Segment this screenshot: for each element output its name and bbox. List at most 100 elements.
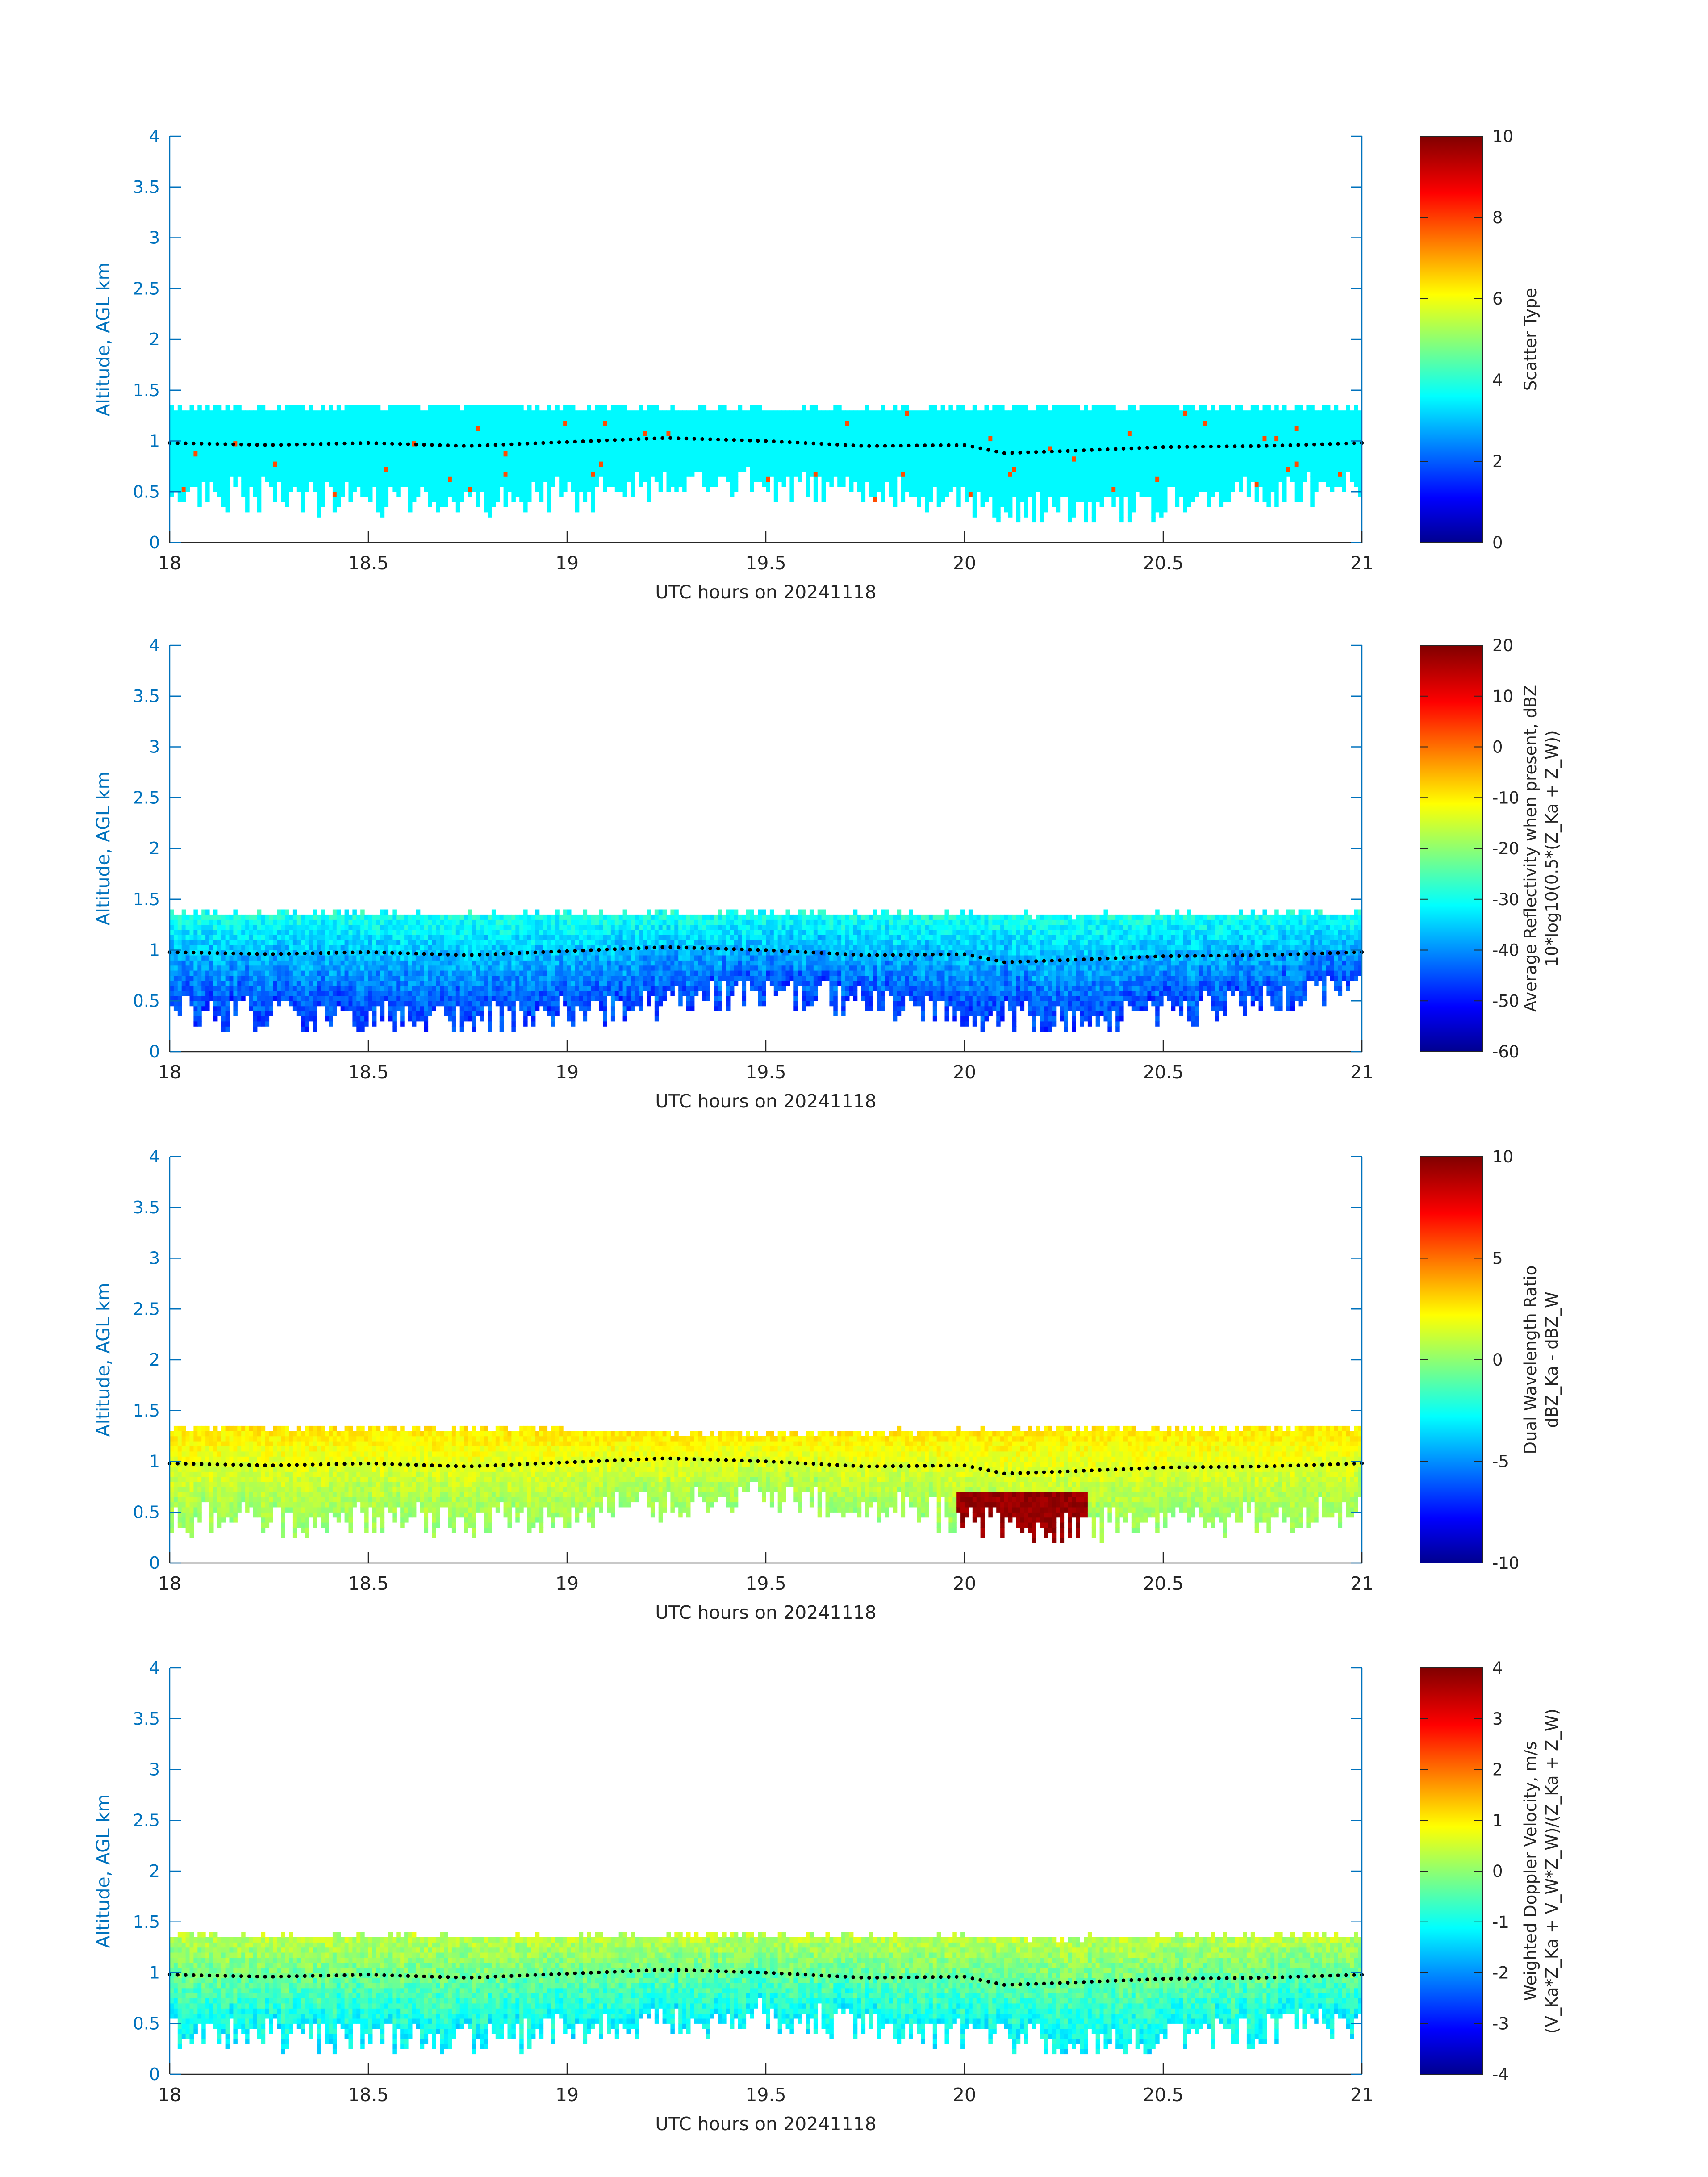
- heatmap-cell: [937, 436, 941, 441]
- heatmap-cell: [718, 466, 722, 472]
- heatmap-cell: [1144, 405, 1148, 411]
- heatmap-cell: [1270, 431, 1275, 436]
- heatmap-cell: [253, 431, 258, 436]
- heatmap-cell: [333, 416, 337, 421]
- heatmap-cell: [547, 405, 552, 411]
- heatmap-cell: [368, 405, 373, 411]
- heatmap-cell: [901, 461, 906, 467]
- heatmap-cell: [631, 416, 635, 421]
- heatmap-cell: [810, 436, 814, 441]
- heatmap-cell: [1183, 497, 1188, 502]
- heatmap-cell: [527, 451, 532, 456]
- heatmap-cell: [527, 456, 532, 462]
- heatmap-cell: [1128, 405, 1132, 411]
- heatmap-cell: [396, 487, 401, 492]
- heatmap-cell: [186, 461, 190, 467]
- heatmap-cell: [766, 482, 770, 487]
- heatmap-cell: [480, 487, 484, 492]
- heatmap-cell: [1068, 507, 1072, 512]
- heatmap-cell: [178, 416, 182, 421]
- heatmap-cell: [1016, 431, 1021, 436]
- heatmap-cell: [750, 446, 754, 451]
- heatmap-cell: [1235, 416, 1239, 421]
- heatmap-cell: [1195, 487, 1199, 492]
- heatmap-cell: [226, 507, 230, 512]
- heatmap-cell: [793, 421, 798, 426]
- heatmap-cell: [190, 436, 194, 441]
- heatmap-cell: [651, 416, 655, 421]
- heatmap-cell: [511, 482, 516, 487]
- heatmap-cell: [941, 426, 945, 431]
- heatmap-cell: [237, 456, 242, 462]
- heatmap-cell: [591, 456, 595, 462]
- heatmap-cell: [917, 482, 921, 487]
- heatmap-cell: [539, 410, 544, 416]
- heatmap-cell: [1199, 466, 1203, 472]
- heatmap-cell: [412, 416, 417, 421]
- heatmap-cell: [802, 456, 806, 462]
- heatmap-cell: [221, 476, 226, 482]
- heatmap-cell: [631, 451, 635, 456]
- heatmap-cell: [659, 451, 663, 456]
- heatmap-cell: [476, 426, 480, 431]
- heatmap-cell: [531, 461, 536, 467]
- heatmap-cell: [305, 421, 309, 426]
- heatmap-cell: [468, 466, 472, 472]
- heatmap-cell: [1068, 476, 1072, 482]
- heatmap-cell: [504, 431, 508, 436]
- heatmap-cell: [1203, 451, 1207, 456]
- heatmap-cell: [472, 466, 476, 472]
- heatmap-cell: [611, 431, 615, 436]
- heatmap-cell: [758, 461, 762, 467]
- heatmap-cell: [193, 472, 198, 477]
- heatmap-cell: [905, 451, 910, 456]
- heatmap-cell: [730, 416, 735, 421]
- heatmap-cell: [535, 461, 540, 467]
- heatmap-cell: [515, 476, 520, 482]
- heatmap-cell: [806, 436, 810, 441]
- heatmap-cell: [269, 410, 274, 416]
- heatmap-cell: [1203, 410, 1207, 416]
- heatmap-cell: [647, 466, 651, 472]
- heatmap-cell: [1259, 472, 1263, 477]
- heatmap-cell: [1247, 472, 1251, 477]
- heatmap-cell: [384, 482, 389, 487]
- heatmap-cell: [1263, 426, 1267, 431]
- heatmap-cell: [706, 472, 711, 477]
- heatmap-cell: [992, 410, 997, 416]
- heatmap-cell: [611, 405, 615, 411]
- heatmap-cell: [826, 476, 830, 482]
- heatmap-cell: [952, 466, 957, 472]
- heatmap-cell: [193, 431, 198, 436]
- heatmap-cell: [981, 476, 985, 482]
- heatmap-cell: [905, 426, 910, 431]
- heatmap-cell: [1219, 482, 1224, 487]
- heatmap-cell: [694, 446, 699, 451]
- heatmap-cell: [627, 466, 631, 472]
- heatmap-cell: [273, 492, 277, 497]
- heatmap-cell: [1187, 487, 1191, 492]
- heatmap-cell: [682, 482, 687, 487]
- heatmap-cell: [186, 472, 190, 477]
- heatmap-cell: [1151, 502, 1156, 507]
- heatmap-cell: [853, 416, 858, 421]
- heatmap-cell: [1036, 405, 1040, 411]
- heatmap-cell: [432, 426, 436, 431]
- heatmap-cell: [205, 446, 210, 451]
- heatmap-cell: [186, 487, 190, 492]
- heatmap-cell: [349, 492, 353, 497]
- heatmap-cell: [380, 410, 385, 416]
- heatmap-cell: [789, 461, 794, 467]
- heatmap-cell: [977, 421, 981, 426]
- heatmap-cell: [1068, 492, 1072, 497]
- heatmap-cell: [452, 461, 456, 467]
- heatmap-cell: [726, 461, 731, 467]
- heatmap-cell: [1076, 441, 1080, 447]
- heatmap-cell: [734, 410, 739, 416]
- heatmap-cell: [1175, 426, 1180, 431]
- heatmap-cell: [956, 476, 961, 482]
- heatmap-cell: [1147, 431, 1152, 436]
- heatmap-cell: [1119, 492, 1124, 497]
- heatmap-cell: [1266, 497, 1271, 502]
- heatmap-cell: [1203, 466, 1207, 472]
